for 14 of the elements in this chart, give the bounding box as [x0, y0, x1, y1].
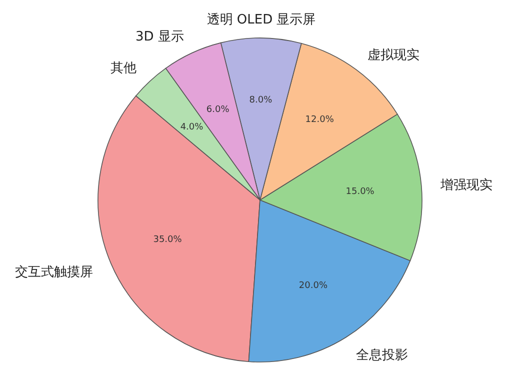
data-label: 12.0%	[305, 115, 334, 126]
slice-label: 其他	[110, 60, 137, 76]
slice-label: 增强现实	[440, 178, 493, 194]
data-label: 6.0%	[206, 104, 230, 115]
data-label: 15.0%	[346, 187, 375, 198]
slice-label: 3D 显示	[135, 29, 184, 44]
data-label: 35.0%	[153, 235, 182, 246]
slice-label: 透明 OLED 显示屏	[206, 12, 316, 28]
slice-label: 虚拟现实	[368, 48, 420, 63]
data-label: 20.0%	[298, 281, 328, 292]
slice-label: 全息投影	[356, 348, 408, 363]
data-label: 4.0%	[180, 122, 204, 132]
slice-label: 交互式触摸屏	[14, 264, 93, 280]
data-label: 8.0%	[249, 96, 273, 106]
